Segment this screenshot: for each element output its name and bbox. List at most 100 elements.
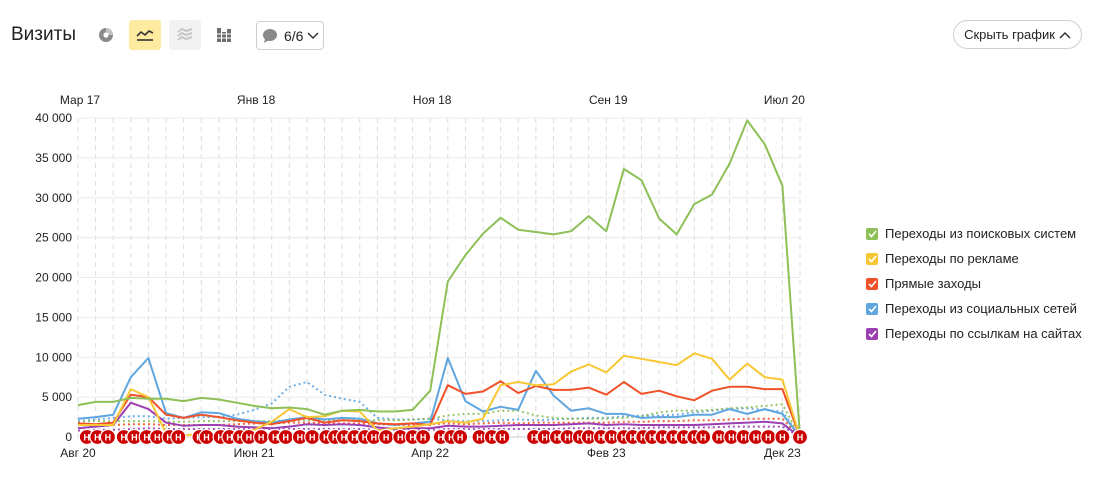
annotation-marker-label: Н xyxy=(351,433,358,443)
annotation-marker-label: Н xyxy=(659,433,666,443)
annotation-marker-label: Н xyxy=(716,433,723,443)
series-line xyxy=(77,401,801,438)
annotation-marker-label: Н xyxy=(438,433,445,443)
annotation-marker-label: Н xyxy=(649,433,656,443)
bar-chart-button[interactable] xyxy=(208,20,240,50)
annotation-marker-label: Н xyxy=(383,433,390,443)
checkbox-checked-icon[interactable] xyxy=(866,277,878,290)
series-line xyxy=(77,380,801,438)
annotation-marker-label: Н xyxy=(753,433,760,443)
annotation-marker-label: Н xyxy=(409,433,416,443)
checkbox-checked-icon[interactable] xyxy=(866,302,878,315)
chart-legend: Переходы из поисковых систем Переходы по… xyxy=(866,221,1082,346)
chevron-up-icon xyxy=(1059,31,1071,39)
y-tick-label: 0 xyxy=(65,430,72,444)
annotation-marker-label: Н xyxy=(371,433,378,443)
annotation-marker-label: Н xyxy=(608,433,615,443)
annotation-marker-label: Н xyxy=(640,433,647,443)
hide-chart-button[interactable]: Скрыть график xyxy=(953,20,1082,49)
legend-item-direct[interactable]: Прямые заходы xyxy=(866,271,1082,296)
comment-icon xyxy=(263,28,277,43)
annotation-marker-label: Н xyxy=(629,433,636,443)
annotation-marker-label: Н xyxy=(203,433,210,443)
series-line-comparison xyxy=(77,381,801,438)
line-chart-icon xyxy=(136,30,154,41)
page-title: Визиты xyxy=(11,24,76,45)
annotation-marker-label: Н xyxy=(131,433,138,443)
y-tick-label: 30 000 xyxy=(35,191,72,205)
annotation-marker-label: Н xyxy=(564,433,571,443)
bottom-axis-label: Дек 23 xyxy=(764,446,801,460)
series-line xyxy=(77,119,801,438)
legend-item-links[interactable]: Переходы по ссылкам на сайтах xyxy=(866,321,1082,346)
legend-label: Переходы из поисковых систем xyxy=(885,226,1077,241)
annotation-marker-label: Н xyxy=(121,433,128,443)
annotation-marker-label: Н xyxy=(670,433,677,443)
annotation-marker xyxy=(452,428,469,446)
series-line xyxy=(77,357,801,438)
annotation-marker-label: Н xyxy=(283,433,290,443)
annotation-marker-label: Н xyxy=(489,433,496,443)
chevron-down-icon xyxy=(307,31,319,39)
annotation-marker-label: Н xyxy=(297,433,304,443)
annotation-marker-label: Н xyxy=(105,433,112,443)
annotation-marker-label: Н xyxy=(258,433,265,443)
annotation-marker-label: Н xyxy=(554,433,561,443)
annotation-marker xyxy=(170,428,187,446)
legend-label: Переходы по ссылкам на сайтах xyxy=(885,326,1082,341)
annotation-marker-label: Н xyxy=(457,433,464,443)
top-axis-label: Сен 19 xyxy=(589,93,628,107)
annotation-marker-label: Н xyxy=(531,433,538,443)
bottom-axis-label: Авг 20 xyxy=(60,446,96,460)
annotation-marker-label: Н xyxy=(237,433,244,443)
area-chart-icon xyxy=(177,27,193,41)
annotation-marker-label: Н xyxy=(332,433,339,443)
notes-dropdown[interactable]: 6/6 xyxy=(256,21,324,50)
annotation-marker xyxy=(99,428,117,446)
annotation-marker-label: Н xyxy=(246,433,253,443)
y-tick-label: 35 000 xyxy=(35,151,72,165)
annotation-marker-label: Н xyxy=(323,433,330,443)
y-tick-label: 20 000 xyxy=(35,271,72,285)
annotation-marker-label: Н xyxy=(341,433,348,443)
checkbox-checked-icon[interactable] xyxy=(866,227,878,240)
annotation-marker-label: Н xyxy=(420,433,427,443)
annotation-marker-label: Н xyxy=(499,433,506,443)
top-axis-label: Июл 20 xyxy=(764,93,805,107)
annotation-marker-label: Н xyxy=(541,433,548,443)
bottom-axis-label: Фев 23 xyxy=(587,446,626,460)
annotation-marker-label: Н xyxy=(577,433,584,443)
top-axis-label: Янв 18 xyxy=(237,93,276,107)
legend-item-social[interactable]: Переходы из социальных сетей xyxy=(866,296,1082,321)
legend-label: Прямые заходы xyxy=(885,276,982,291)
pie-chart-icon xyxy=(99,28,113,42)
legend-item-ads[interactable]: Переходы по рекламе xyxy=(866,246,1082,271)
annotation-marker-label: Н xyxy=(166,433,173,443)
annotation-marker-label: Н xyxy=(226,433,233,443)
bar-chart-icon xyxy=(217,28,231,42)
legend-label: Переходы по рекламе xyxy=(885,251,1019,266)
annotation-marker-label: Н xyxy=(585,433,592,443)
annotation-marker-label: Н xyxy=(94,433,101,443)
annotation-marker-label: Н xyxy=(681,433,688,443)
annotation-marker-label: Н xyxy=(691,433,698,443)
annotation-marker-label: Н xyxy=(84,433,91,443)
annotation-marker-label: Н xyxy=(154,433,161,443)
annotation-marker-label: Н xyxy=(362,433,369,443)
y-tick-label: 15 000 xyxy=(35,310,72,324)
visits-line-chart: 0 5 000 10 000 15 000 20 000 25 000 30 000 35 0… xyxy=(35,93,809,460)
checkbox-checked-icon[interactable] xyxy=(866,327,878,340)
annotation-marker-label: Н xyxy=(779,433,786,443)
bottom-axis-label: Июн 21 xyxy=(234,446,275,460)
annotation-marker-label: Н xyxy=(621,433,628,443)
line-chart-button[interactable] xyxy=(129,20,161,50)
top-axis-label: Мар 17 xyxy=(60,93,100,107)
annotation-marker-label: Н xyxy=(448,433,455,443)
y-tick-label: 40 000 xyxy=(35,111,72,125)
area-chart-button[interactable] xyxy=(169,20,201,50)
legend-item-search[interactable]: Переходы из поисковых систем xyxy=(866,221,1082,246)
annotation-marker xyxy=(415,428,432,446)
annotation-marker-label: Н xyxy=(217,433,224,443)
pie-chart-button[interactable] xyxy=(90,20,122,50)
checkbox-checked-icon[interactable] xyxy=(866,252,878,265)
